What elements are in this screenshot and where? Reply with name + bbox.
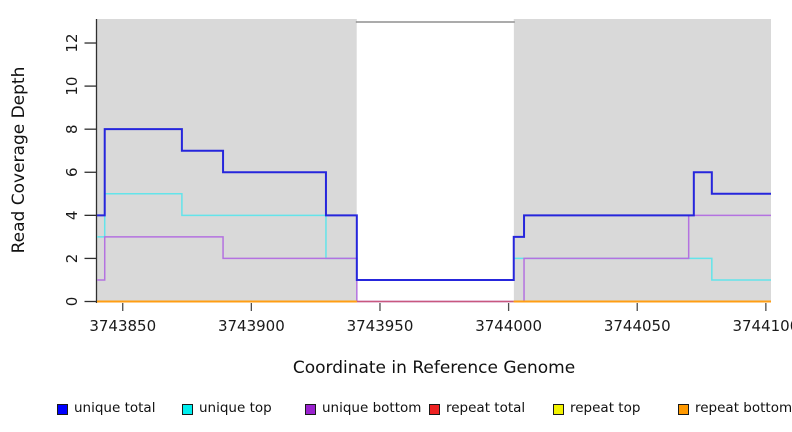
y-axis-title: Read Coverage Depth (9, 67, 29, 254)
x-tick-label: 3744000 (475, 317, 542, 335)
legend-label: repeat total (446, 400, 526, 416)
legend-swatch-unique-total (57, 404, 68, 415)
x-tick-label: 3743900 (218, 317, 285, 335)
legend-label: repeat bottom (695, 400, 792, 416)
shaded-unique-region (513, 19, 771, 303)
x-axis-title: Coordinate in Reference Genome (293, 358, 575, 378)
legend-swatch-unique-top (182, 404, 193, 415)
y-tick-label: 0 (63, 297, 81, 307)
y-tick-label: 8 (63, 124, 81, 134)
x-tick-label: 3743950 (347, 317, 414, 335)
legend-swatch-unique-bottom (305, 404, 316, 415)
legend-label: unique top (199, 400, 272, 416)
legend-label: unique bottom (322, 400, 422, 416)
y-tick-label: 6 (63, 167, 81, 177)
y-tick-label: 10 (63, 77, 81, 96)
axis-layer: 0 2 4 6 8 10 12 3743850 3743900 3743950 3744000 374… (63, 19, 792, 335)
plot-background-layer (97, 19, 771, 303)
legend: unique total unique top unique bottom repea… (0, 398, 792, 424)
legend-swatch-repeat-top (553, 404, 564, 415)
shaded-unique-region (97, 19, 357, 303)
legend-swatch-repeat-bottom (678, 404, 689, 415)
y-tick-label: 12 (63, 33, 81, 52)
x-tick-label: 3744100 (732, 317, 792, 335)
legend-swatch-repeat-total (429, 404, 440, 415)
legend-label: repeat top (570, 400, 641, 416)
y-tick-label: 2 (63, 254, 81, 264)
x-tick-label: 3744050 (604, 317, 671, 335)
gap-region-rect (356, 21, 514, 303)
coverage-plot-svg: 0 2 4 6 8 10 12 3743850 3743900 3743950 3744000 374… (9, 19, 792, 378)
legend-label: unique total (74, 400, 156, 416)
y-tick-label: 4 (63, 211, 81, 221)
unique-total-line (97, 128, 771, 281)
x-tick-label: 3743850 (89, 317, 156, 335)
series-line-layer (97, 128, 771, 303)
